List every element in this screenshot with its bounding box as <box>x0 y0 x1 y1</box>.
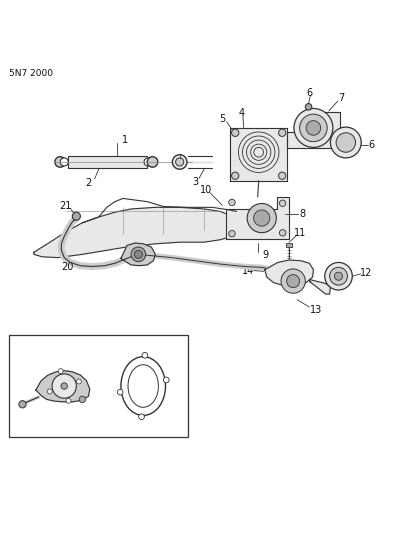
Circle shape <box>254 210 270 226</box>
Circle shape <box>330 268 348 285</box>
Bar <box>286 243 293 247</box>
Circle shape <box>55 157 65 167</box>
Circle shape <box>52 374 76 398</box>
Text: 1: 1 <box>122 135 128 146</box>
Polygon shape <box>226 197 289 239</box>
Circle shape <box>139 414 144 419</box>
Text: 5: 5 <box>219 114 225 124</box>
Circle shape <box>175 158 184 166</box>
Polygon shape <box>231 128 287 181</box>
Text: 8: 8 <box>299 209 305 219</box>
Text: 15: 15 <box>157 341 169 351</box>
Circle shape <box>131 247 146 262</box>
Text: 11: 11 <box>294 228 306 238</box>
Circle shape <box>144 158 152 166</box>
Text: 19: 19 <box>20 364 33 374</box>
Ellipse shape <box>121 357 166 415</box>
Circle shape <box>164 377 169 383</box>
Circle shape <box>232 129 239 136</box>
Bar <box>68 156 147 168</box>
Circle shape <box>118 389 123 395</box>
Polygon shape <box>34 207 244 257</box>
Circle shape <box>142 352 148 358</box>
Polygon shape <box>121 243 155 265</box>
Circle shape <box>19 401 26 408</box>
Text: 14: 14 <box>242 265 255 276</box>
Circle shape <box>66 398 71 403</box>
Circle shape <box>72 212 80 220</box>
Circle shape <box>61 383 67 389</box>
Circle shape <box>279 129 286 136</box>
Circle shape <box>335 272 343 280</box>
Text: 18: 18 <box>19 406 31 416</box>
Text: 7: 7 <box>338 93 344 103</box>
Text: 3: 3 <box>192 177 198 187</box>
Polygon shape <box>287 112 340 148</box>
Text: 5N7 2000: 5N7 2000 <box>9 69 53 78</box>
Circle shape <box>60 158 68 166</box>
Circle shape <box>299 114 327 142</box>
Circle shape <box>279 172 286 180</box>
Polygon shape <box>265 260 313 286</box>
Circle shape <box>336 133 355 152</box>
Text: 12: 12 <box>359 268 372 278</box>
Circle shape <box>79 396 86 402</box>
Text: 4: 4 <box>239 108 245 118</box>
Text: 9: 9 <box>263 250 269 260</box>
Circle shape <box>287 274 299 288</box>
Circle shape <box>330 127 361 158</box>
Circle shape <box>76 379 81 384</box>
Circle shape <box>229 199 235 206</box>
Bar <box>9 335 188 437</box>
Circle shape <box>281 269 305 293</box>
Ellipse shape <box>128 365 158 407</box>
Circle shape <box>134 251 142 259</box>
Circle shape <box>306 120 321 135</box>
Circle shape <box>58 369 63 374</box>
Circle shape <box>232 172 239 180</box>
Text: 13: 13 <box>310 305 322 315</box>
Polygon shape <box>36 370 90 402</box>
Circle shape <box>147 157 158 167</box>
Circle shape <box>279 230 286 236</box>
Circle shape <box>173 155 187 169</box>
Circle shape <box>247 204 276 233</box>
Circle shape <box>47 389 52 394</box>
Circle shape <box>294 108 333 147</box>
Polygon shape <box>309 279 330 294</box>
Text: 20: 20 <box>61 262 73 271</box>
Text: 2: 2 <box>85 178 92 188</box>
Text: 10: 10 <box>200 184 212 195</box>
Circle shape <box>279 200 286 206</box>
Text: 21: 21 <box>59 201 71 211</box>
Text: 6: 6 <box>306 88 313 98</box>
Text: 16: 16 <box>123 406 135 416</box>
Circle shape <box>305 103 312 110</box>
Text: 17: 17 <box>75 400 88 410</box>
Circle shape <box>325 262 353 290</box>
Circle shape <box>229 230 235 237</box>
Text: 6: 6 <box>368 140 375 150</box>
